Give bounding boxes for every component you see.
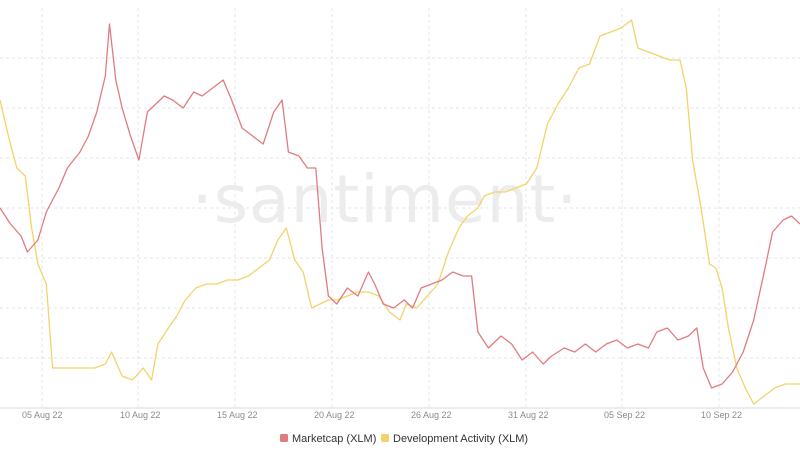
series-line-marketcap — [0, 23, 800, 389]
x-tick-label: 05 Sep 22 — [604, 410, 645, 420]
chart-grid — [0, 8, 800, 408]
series-line-dev_activity — [0, 19, 800, 405]
legend-label: Marketcap (XLM) — [292, 433, 376, 445]
legend-swatch — [381, 434, 389, 442]
x-tick-label: 20 Aug 22 — [314, 410, 355, 420]
x-tick-label: 10 Aug 22 — [120, 410, 161, 420]
x-axis-ticks: 05 Aug 22 10 Aug 22 15 Aug 22 20 Aug 22 26 A… — [22, 410, 742, 420]
chart-legend: Marketcap (XLM) Development Activity (XLM… — [280, 433, 528, 445]
legend-item-dev_activity[interactable]: Development Activity (XLM) — [381, 433, 528, 445]
x-tick-label: 10 Sep 22 — [701, 410, 742, 420]
chart-series — [0, 19, 800, 405]
x-tick-label: 15 Aug 22 — [217, 410, 258, 420]
x-tick-label: 05 Aug 22 — [22, 410, 63, 420]
legend-label: Development Activity (XLM) — [393, 433, 528, 445]
legend-swatch — [280, 434, 288, 442]
x-tick-label: 26 Aug 22 — [411, 410, 452, 420]
legend-item-marketcap[interactable]: Marketcap (XLM) — [280, 433, 376, 445]
santiment-watermark: ·santiment· — [192, 161, 578, 238]
x-tick-label: 31 Aug 22 — [508, 410, 549, 420]
